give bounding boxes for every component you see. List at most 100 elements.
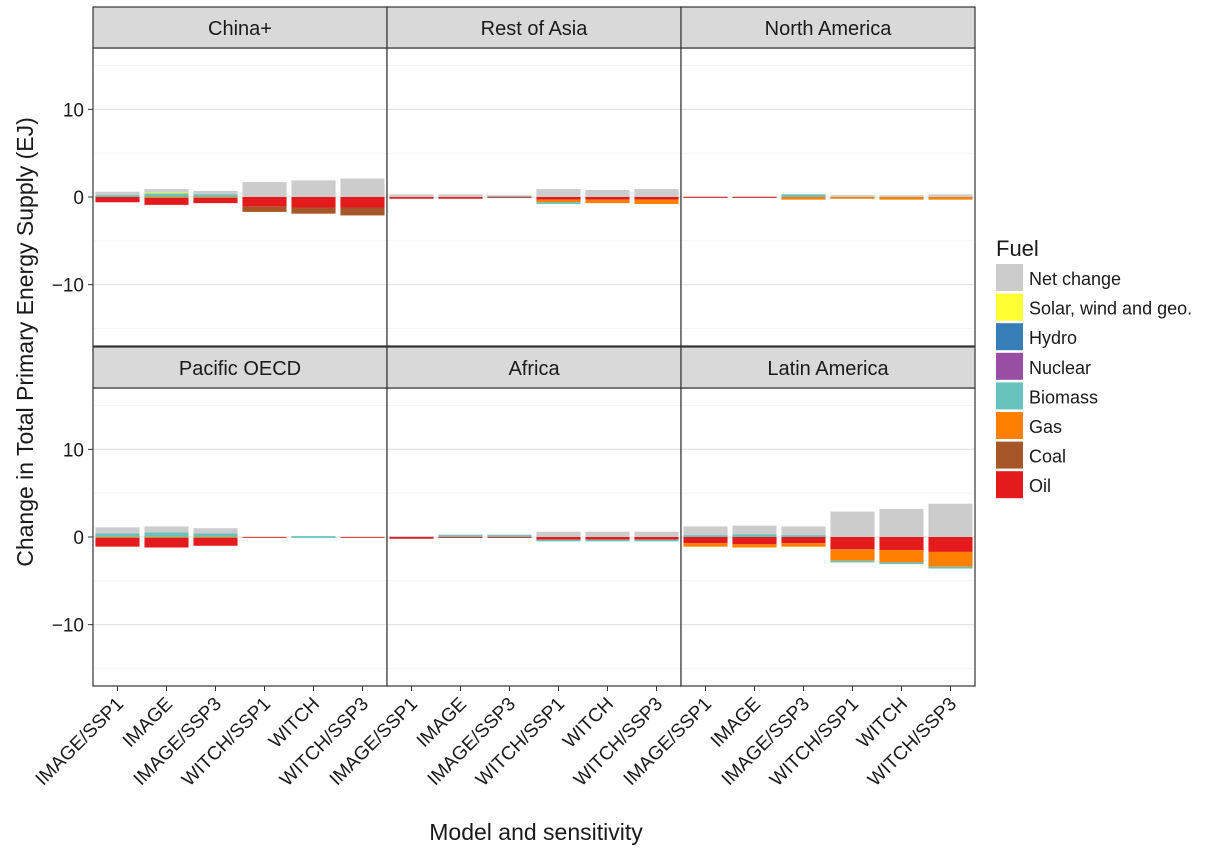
- y-tick-label: 0: [73, 188, 84, 209]
- bar-segment-biomass-image: [144, 193, 189, 197]
- bar-net-change-image-ssp1: [683, 526, 728, 537]
- bar-segment-oil-image-ssp1: [683, 197, 728, 198]
- legend-title: Fuel: [996, 236, 1039, 261]
- bar-segment-oil-image: [144, 537, 189, 548]
- facet-title-pacific-oecd: Pacific OECD: [179, 358, 301, 380]
- bar-segment-oil-witch-ssp1: [830, 537, 875, 550]
- bar-net-change-witch: [585, 189, 630, 197]
- legend-swatch-solar-wind-and-geo: [996, 293, 1023, 321]
- bar-segment-biomass-image-ssp1: [95, 195, 140, 197]
- bar-segment-oil-witch: [585, 197, 630, 200]
- y-axis-title: Change in Total Primary Energy Supply (E…: [12, 117, 38, 567]
- bar-segment-oil-witch-ssp1: [536, 537, 581, 540]
- bar-segment-oil-image-ssp1: [683, 537, 728, 544]
- facet-title-africa: Africa: [508, 358, 560, 380]
- bar-segment-gas-image-ssp3: [781, 543, 826, 547]
- legend-swatch-oil: [996, 471, 1023, 499]
- bar-net-change-image: [144, 526, 189, 537]
- facet-title-latin-america: Latin America: [767, 358, 889, 380]
- bar-net-change-witch-ssp3: [340, 178, 385, 197]
- legend-label-gas: Gas: [1029, 417, 1062, 437]
- bar-net-change-witch-ssp3: [634, 531, 679, 537]
- bar-net-change-image-ssp3: [781, 526, 826, 537]
- bar-segment-biomass-image-ssp3: [487, 196, 532, 197]
- facet-panels: China+ −10 0 10 Rest of Asia North America Pac…: [32, 6, 976, 791]
- bar-segment-oil-witch: [585, 537, 630, 540]
- bar-segment-biomass-witch: [291, 537, 336, 538]
- bar-segment-oil-witch-ssp3: [634, 537, 679, 540]
- bar-segment-biomass-image-ssp1: [95, 533, 140, 537]
- legend-swatch-hydro: [996, 323, 1023, 351]
- bar-net-change-witch-ssp3: [340, 536, 385, 538]
- legend-label-nuclear: Nuclear: [1029, 358, 1091, 378]
- bar-segment-oil-image-ssp3: [487, 197, 532, 198]
- bar-segment-oil-witch-ssp1: [242, 197, 287, 207]
- bar-segment-biomass-witch: [291, 536, 336, 537]
- bar-segment-gas-witch: [879, 197, 924, 200]
- y-tick-label: 10: [63, 100, 84, 121]
- legend-label-net-change: Net change: [1029, 269, 1121, 289]
- bar-segment-coal-witch-ssp3: [340, 207, 385, 216]
- bar-net-change-image: [732, 196, 777, 197]
- bar-segment-oil-witch-ssp3: [340, 537, 385, 538]
- facet-title-north-america: North America: [765, 18, 893, 40]
- bar-segment-oil-witch-ssp1: [242, 537, 287, 538]
- bar-segment-biomass-witch-ssp1: [536, 539, 581, 542]
- bar-net-change-witch-ssp1: [830, 511, 875, 537]
- bar-segment-oil-witch-ssp3: [634, 197, 679, 200]
- bar-net-change-image: [438, 194, 483, 197]
- bar-segment-oil-image-ssp3: [487, 537, 532, 538]
- bar-segment-biomass-image-ssp3: [487, 535, 532, 537]
- facet-strip: [92, 346, 388, 389]
- legend: Fuel Net change Solar, wind and geo. Hydro…: [996, 236, 1192, 499]
- bar-net-change-image-ssp1: [95, 191, 140, 197]
- bar-net-change-witch: [585, 531, 630, 537]
- bar-net-change-image-ssp3: [193, 190, 238, 197]
- bar-segment-gas-witch: [879, 550, 924, 563]
- legend-label-hydro: Hydro: [1029, 328, 1077, 348]
- legend-label-solar-wind-and-geo: Solar, wind and geo.: [1029, 299, 1192, 319]
- bar-segment-oil-witch: [291, 197, 336, 208]
- bar-segment-oil-witch-ssp3: [928, 537, 973, 552]
- bar-net-change-image-ssp1: [389, 194, 434, 197]
- y-tick-label: −10: [52, 276, 84, 297]
- bar-segment-gas-image-ssp1: [683, 543, 728, 547]
- bar-segment-gas-witch-ssp1: [536, 199, 581, 203]
- bar-segment-oil-image-ssp3: [193, 537, 238, 546]
- bar-net-change-witch-ssp3: [928, 194, 973, 197]
- legend-swatch-nuclear: [996, 352, 1023, 380]
- bar-segment-biomass-image-ssp3: [781, 194, 826, 197]
- bar-segment-gas-image-ssp1: [95, 537, 140, 538]
- bar-segment-biomass-witch-ssp3: [634, 539, 679, 542]
- legend-label-oil: Oil: [1029, 476, 1051, 496]
- bar-segment-biomass-image: [144, 532, 189, 537]
- bar-segment-oil-image: [732, 537, 777, 545]
- bar-segment-oil-image-ssp1: [95, 197, 140, 203]
- bar-segment-gas-image: [732, 544, 777, 548]
- bar-segment-oil-witch-ssp1: [536, 197, 581, 200]
- bar-segment-oil-image: [438, 197, 483, 199]
- legend-label-coal: Coal: [1029, 447, 1066, 467]
- bar-net-change-witch: [291, 180, 336, 197]
- y-tick-label: 10: [63, 440, 84, 461]
- bar-segment-gas-image: [144, 537, 189, 538]
- facet-title-rest-of-asia: Rest of Asia: [481, 18, 589, 40]
- bar-segment-solar-wind-and-geo-image: [144, 192, 189, 194]
- legend-swatch-gas: [996, 412, 1023, 439]
- bar-segment-oil-image-ssp1: [389, 197, 434, 199]
- facet-rest-of-asia: Rest of Asia: [386, 6, 682, 347]
- bar-net-change-witch: [879, 508, 924, 537]
- bar-segment-biomass-image-ssp3: [193, 533, 238, 537]
- x-tick-label-witch-ssp3: WITCH/SSP3: [864, 694, 961, 791]
- bar-segment-gas-image-ssp3: [193, 537, 238, 538]
- bar-segment-gas-image-ssp3: [781, 197, 826, 200]
- bar-segment-oil-witch-ssp3: [340, 197, 385, 208]
- bar-net-change-witch-ssp3: [928, 503, 973, 537]
- bar-segment-gas-witch-ssp1: [830, 197, 875, 199]
- bar-segment-gas-witch-ssp3: [928, 551, 973, 567]
- bar-net-change-image-ssp3: [193, 528, 238, 537]
- legend-swatch-net-change: [996, 264, 1023, 291]
- bar-segment-biomass-image: [732, 534, 777, 537]
- legend-swatch-biomass: [996, 382, 1023, 410]
